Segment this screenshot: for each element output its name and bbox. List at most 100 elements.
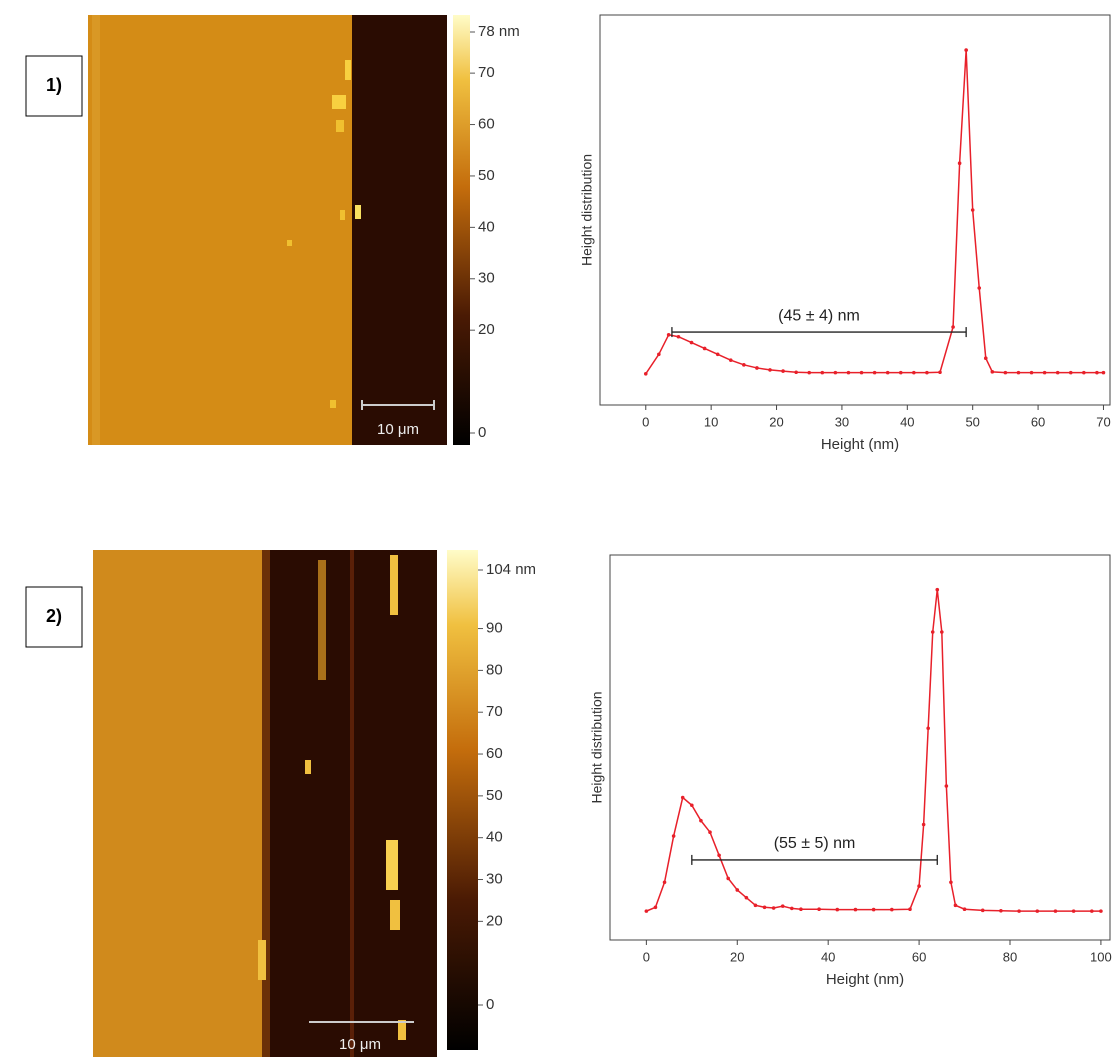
data-point (1017, 909, 1021, 913)
colorbar-tick-label: 20 (478, 321, 495, 338)
data-point (771, 906, 776, 910)
data-point (846, 370, 851, 375)
annotation: (45 ± 4) nm (778, 307, 860, 324)
colorbar-tick-label: 60 (478, 116, 495, 133)
data-point (744, 895, 749, 900)
data-point (999, 908, 1003, 913)
data-point (742, 363, 746, 367)
data-point (871, 907, 876, 912)
data-point (938, 370, 942, 375)
x-axis-label: Height (nm) (821, 436, 899, 453)
colorbar-tick-label: 30 (478, 270, 495, 287)
x-tick-label: 10 (704, 414, 718, 429)
data-point (1016, 370, 1021, 375)
data-point (962, 907, 967, 911)
data-point (944, 784, 949, 788)
data-point (1095, 370, 1099, 375)
data-point (1035, 909, 1040, 913)
colorbar-tick-label: 40 (478, 218, 495, 235)
label-box (25, 55, 83, 117)
colorbar-tick-label: 70 (486, 703, 503, 720)
data-point (885, 370, 890, 375)
data-point (872, 370, 877, 375)
data-point (921, 822, 926, 827)
data-point (940, 630, 944, 634)
data-point (953, 903, 958, 908)
data-point (728, 358, 733, 362)
data-point (917, 884, 921, 888)
data-point (794, 370, 798, 375)
data-point (890, 907, 894, 912)
colorbar-tick-label: 0 (486, 996, 494, 1013)
x-tick-label: 50 (965, 414, 979, 429)
data-point (702, 346, 707, 351)
data-point (699, 818, 703, 823)
data-point (977, 286, 982, 290)
data-point (980, 908, 985, 913)
data-point (807, 370, 812, 375)
data-point (1071, 909, 1076, 913)
colorbar-tick-label: 60 (486, 745, 503, 762)
data-point (671, 834, 676, 838)
annotation: (55 ± 5) nm (774, 835, 856, 852)
data-point (1029, 370, 1034, 375)
plot-frame (609, 554, 1111, 941)
data-point (951, 325, 955, 329)
data-point (817, 907, 821, 911)
data-point (657, 352, 661, 357)
colorbar-tick-label: 78 nm (478, 23, 520, 40)
data-point (820, 370, 825, 375)
afm-image (93, 550, 437, 1057)
x-tick-label: 0 (643, 949, 650, 964)
colorbar-tick-label: 90 (486, 620, 503, 637)
colorbar-tick-label: 50 (486, 787, 503, 804)
x-tick-label: 40 (900, 414, 914, 429)
data-point (717, 853, 721, 858)
y-axis-label: Height distribution (579, 154, 595, 266)
data-point (666, 333, 671, 337)
colorbar-tick-label: 30 (486, 870, 503, 887)
colorbar-tick-label: 80 (486, 661, 503, 678)
data-point (689, 340, 694, 345)
data-point (1003, 370, 1008, 375)
data-point (643, 372, 648, 376)
data-point (835, 907, 840, 912)
x-tick-label: 70 (1096, 414, 1110, 429)
data-point (1068, 370, 1073, 375)
data-point (926, 726, 930, 731)
x-tick-label: 30 (835, 414, 849, 429)
x-tick-label: 60 (1031, 414, 1045, 429)
data-point (708, 830, 712, 834)
data-point (859, 370, 864, 375)
data-point (925, 370, 929, 375)
data-point (930, 630, 935, 634)
data-point (935, 587, 940, 592)
data-point (662, 880, 667, 885)
data-point (908, 907, 912, 911)
panel-label: 2) (46, 606, 62, 626)
x-tick-label: 20 (730, 949, 744, 964)
x-tick-label: 20 (769, 414, 783, 429)
data-point (970, 208, 975, 212)
data-point (1101, 370, 1106, 375)
data-point (833, 370, 838, 375)
data-point (1099, 909, 1103, 913)
colorbar (447, 550, 478, 1050)
data-point (983, 356, 988, 361)
data-line (645, 50, 1104, 375)
data-point (790, 906, 794, 911)
scale-bar-label: 10 μm (377, 421, 419, 438)
data-point (780, 904, 785, 908)
colorbar-tick-label: 20 (486, 912, 503, 929)
x-tick-label: 100 (1090, 949, 1112, 964)
data-point (990, 370, 995, 374)
data-point (853, 907, 858, 912)
data-point (898, 370, 903, 375)
data-line (646, 589, 1101, 912)
x-tick-label: 40 (821, 949, 835, 964)
y-axis-label: Height distribution (589, 691, 605, 803)
data-point (753, 903, 758, 908)
data-point (690, 803, 694, 808)
afm-image (88, 15, 447, 445)
